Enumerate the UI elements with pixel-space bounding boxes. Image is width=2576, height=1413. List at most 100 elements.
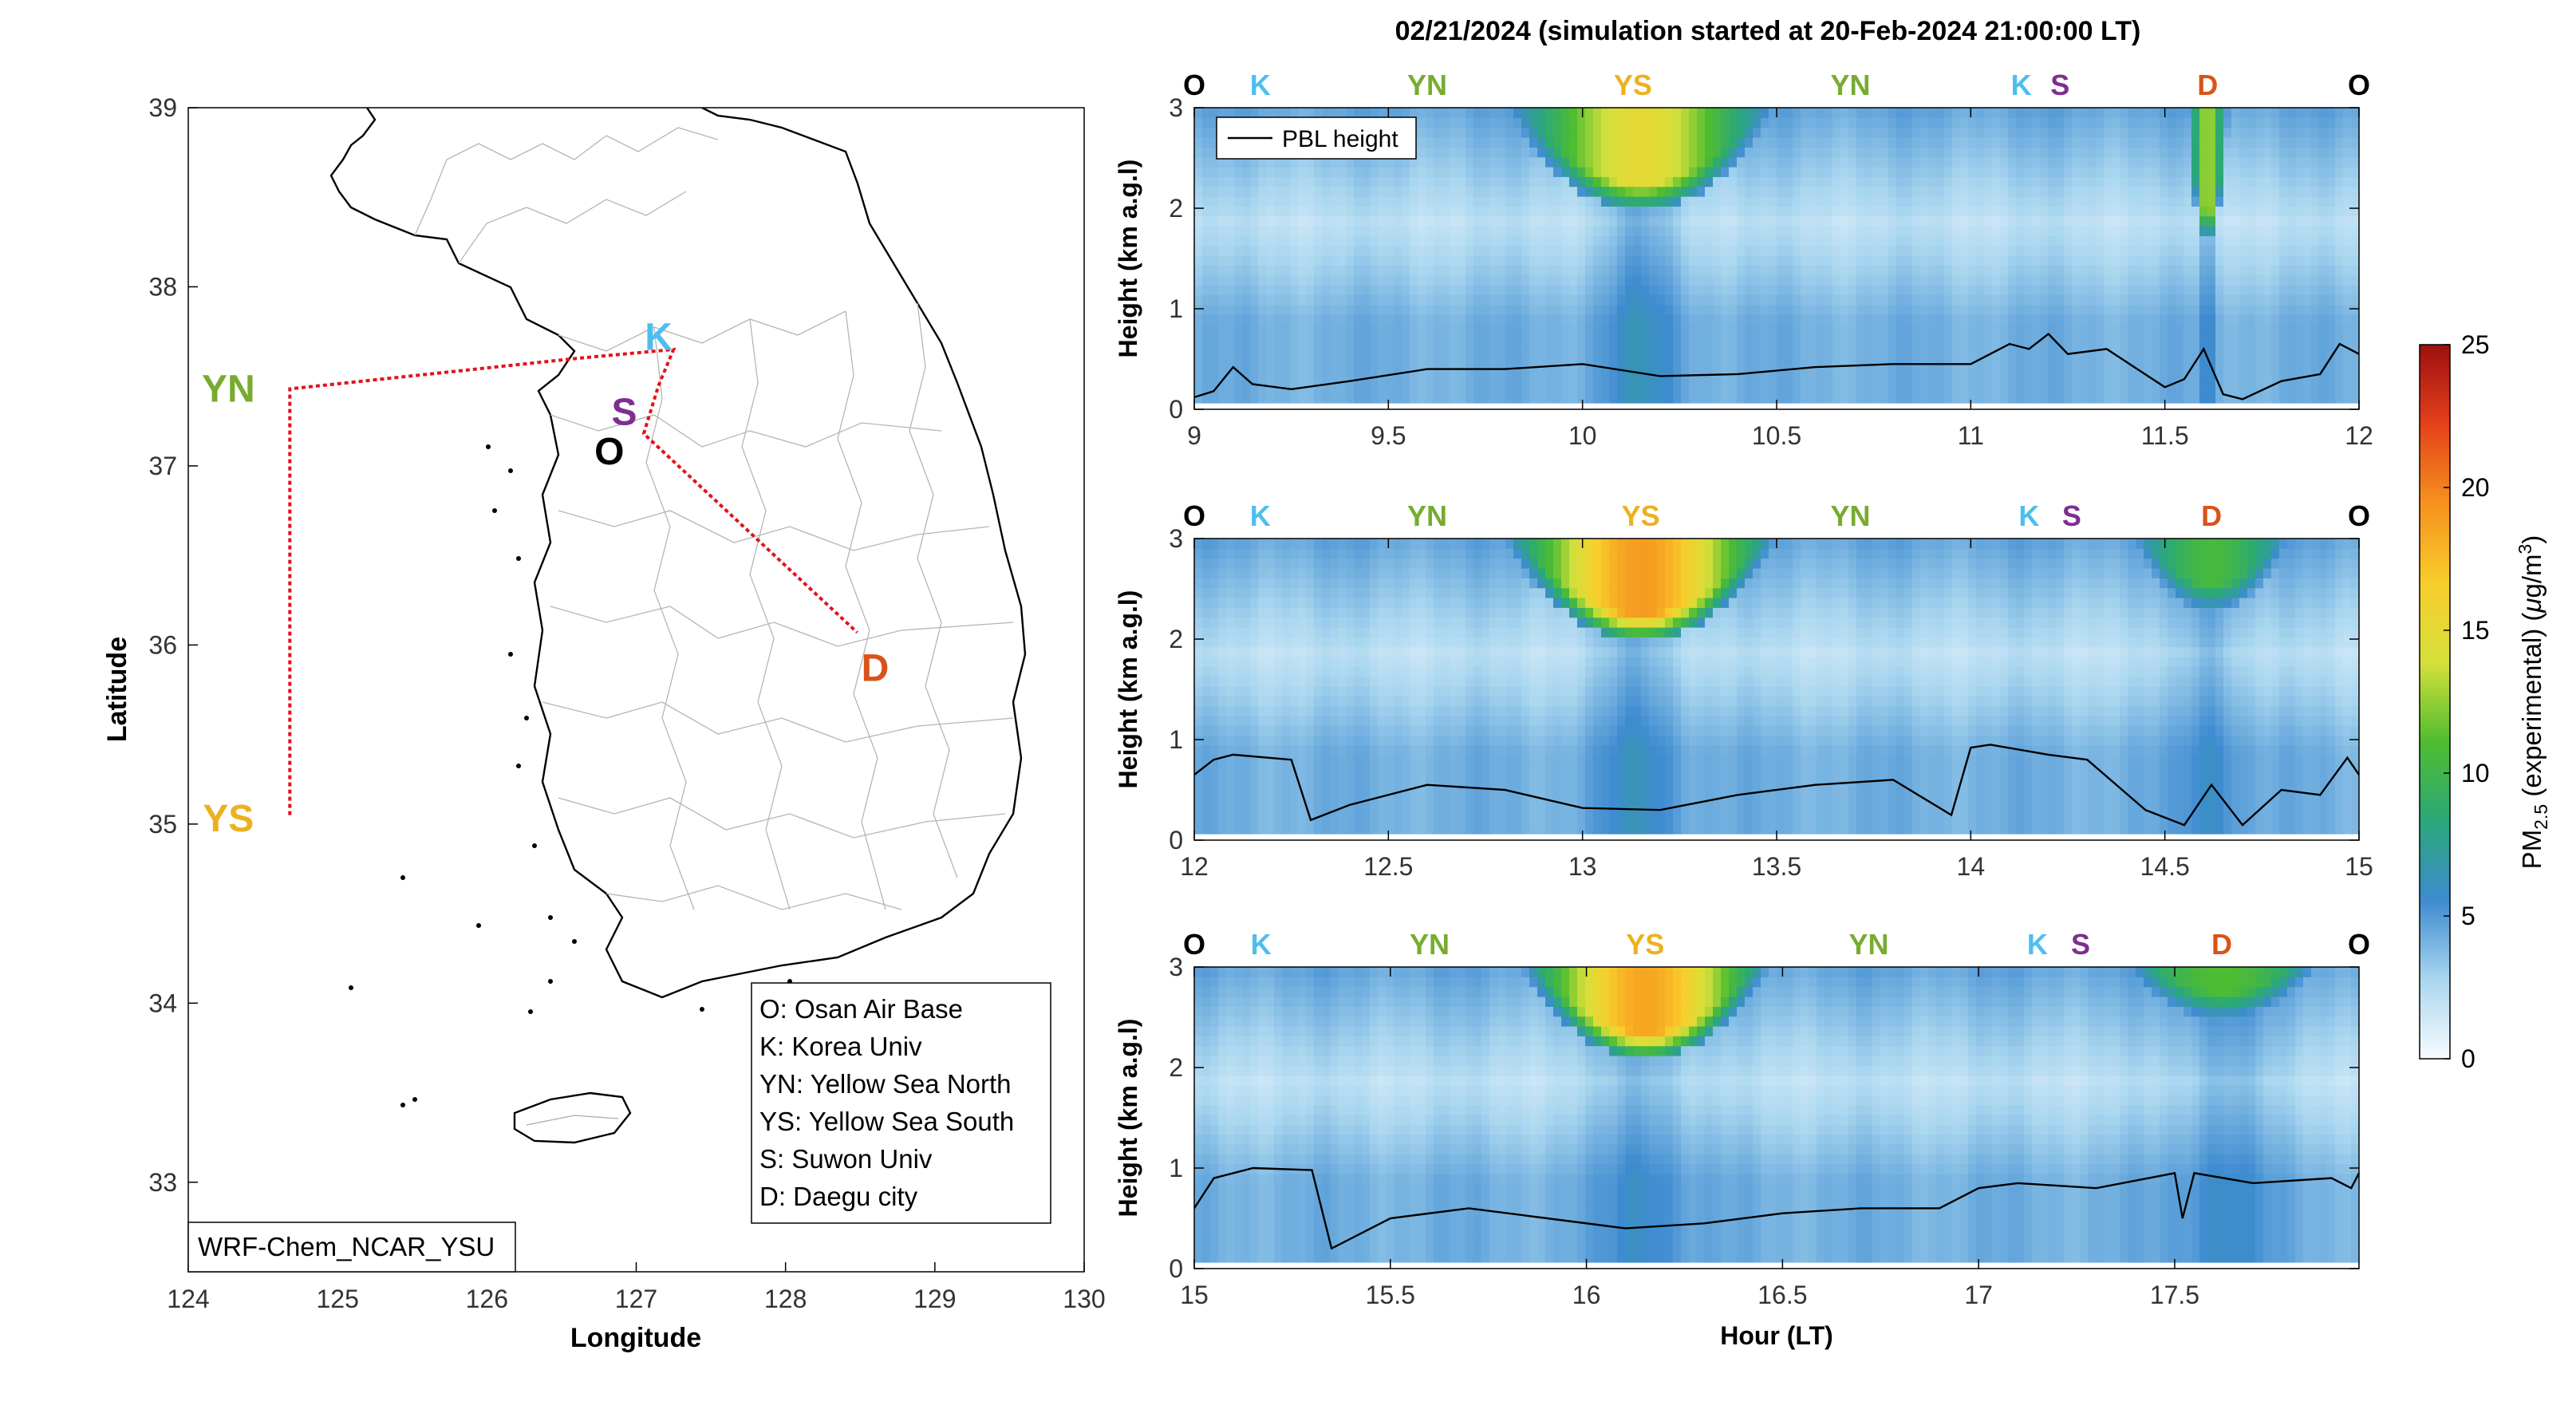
pm25-cell [1210, 617, 1219, 628]
pm25-cell [1442, 215, 1450, 227]
map-x-tick-label: 128 [764, 1285, 807, 1313]
pm25-cell [2351, 127, 2360, 138]
pm25-cell [1641, 314, 1650, 325]
pm25-cell [2144, 363, 2152, 374]
pm25-cell [1497, 215, 1506, 227]
pm25-cell [1777, 186, 1785, 197]
pm25-cell [2120, 393, 2128, 404]
pm25-cell [1944, 156, 1953, 168]
pm25-cell [1809, 373, 1817, 384]
pm25-cell [1689, 304, 1698, 315]
pm25-cell [2255, 176, 2264, 187]
pm25-cell [2351, 353, 2360, 365]
pm25-cell [1625, 285, 1634, 295]
pm25-cell [1402, 235, 1410, 247]
pm25-cell [1721, 137, 1730, 148]
pm25-cell [1785, 265, 1793, 276]
pm25-cell [2215, 255, 2224, 266]
map-x-tick-label: 127 [615, 1285, 657, 1313]
pm25-cell [1314, 186, 1323, 197]
pm25-cell [2152, 226, 2160, 236]
pm25-cell [1681, 117, 1690, 128]
pm25-cell [2287, 334, 2296, 345]
pm25-cell [1832, 324, 1841, 335]
pm25-cell [2080, 108, 2089, 118]
pm25-cell [1649, 304, 1658, 315]
pm25-cell [1226, 274, 1235, 286]
pm25-cell [1872, 108, 1881, 118]
pm25-cell [1210, 676, 1219, 687]
pm25-cell [1194, 676, 1203, 687]
pm25-cell [2024, 117, 2033, 128]
pm25-cell [2279, 186, 2288, 197]
pm25-cell [1354, 167, 1363, 177]
pm25-cell [2231, 265, 2240, 276]
pm25-cell [1633, 334, 1642, 345]
pm25-cell [1705, 235, 1714, 247]
pm25-cell [1976, 186, 1985, 197]
pm25-cell [1298, 196, 1307, 207]
pm25-cell [2183, 156, 2192, 168]
pm25-cell [1481, 314, 1490, 325]
pm25-cell [2287, 235, 2296, 247]
pm25-cell [1825, 373, 1833, 384]
pm25-cell [2088, 167, 2097, 177]
pm25-cell [1649, 334, 1658, 345]
pm25-cell [1298, 156, 1307, 168]
pm25-cell [1298, 598, 1307, 608]
pm25-cell [1713, 137, 1722, 148]
pm25-cell [1976, 285, 1985, 295]
pm25-cell [2231, 127, 2240, 138]
pm25-cell [2016, 235, 2025, 247]
pm25-cell [2008, 108, 2017, 118]
pm25-cell [1609, 108, 1618, 118]
pm25-cell [1386, 285, 1395, 295]
flight-track-layer [288, 347, 858, 815]
pm25-cell [1928, 245, 1937, 256]
pm25-cell [1298, 353, 1307, 365]
pm25-cell [1577, 206, 1586, 217]
pm25-cell [1944, 314, 1953, 325]
pm25-cell [2271, 255, 2280, 266]
pm25-cell [2231, 245, 2240, 256]
pm25-cell [1777, 324, 1785, 335]
pm25-cell [1737, 186, 1746, 197]
pm25-cell [1673, 353, 1682, 365]
x-tick-label: 11 [1958, 421, 1984, 450]
pm25-cell [1402, 265, 1410, 276]
pm25-cell [1561, 215, 1570, 227]
pm25-cell [2096, 373, 2105, 384]
pm25-cell [2343, 117, 2352, 128]
pm25-cell [2120, 186, 2128, 197]
pm25-cell [2247, 265, 2256, 276]
pm25-cell [1809, 226, 1817, 236]
pm25-cell [1434, 206, 1442, 217]
pm25-cell [2120, 265, 2128, 276]
pm25-cell [1705, 383, 1714, 394]
map-x-tick-label: 126 [466, 1285, 508, 1313]
pm25-cell [1705, 127, 1714, 138]
pm25-cell [2160, 255, 2168, 266]
pm25-cell [2263, 393, 2272, 404]
pm25-cell [2319, 383, 2328, 394]
pm25-cell [1912, 147, 1921, 158]
pm25-cell [1290, 598, 1299, 608]
pm25-cell [2335, 294, 2344, 306]
pm25-cell [1992, 117, 2001, 128]
pm25-cell [2327, 156, 2336, 168]
pm25-cell [1210, 314, 1219, 325]
pm25-cell [1481, 265, 1490, 276]
pm25-cell [1785, 196, 1793, 207]
pm25-cell [1912, 137, 1921, 148]
pm25-cell [2279, 393, 2288, 404]
pm25-cell [1809, 156, 1817, 168]
pm25-cell [1537, 334, 1546, 345]
pm25-cell [2287, 108, 2296, 118]
pm25-cell [1673, 373, 1682, 384]
pm25-cell [2335, 127, 2344, 138]
pm25-cell [1306, 206, 1315, 217]
pm25-cell [1513, 274, 1522, 286]
pm25-cell [2343, 265, 2352, 276]
pm25-cell [2319, 117, 2328, 128]
pm25-cell [1960, 363, 1969, 374]
